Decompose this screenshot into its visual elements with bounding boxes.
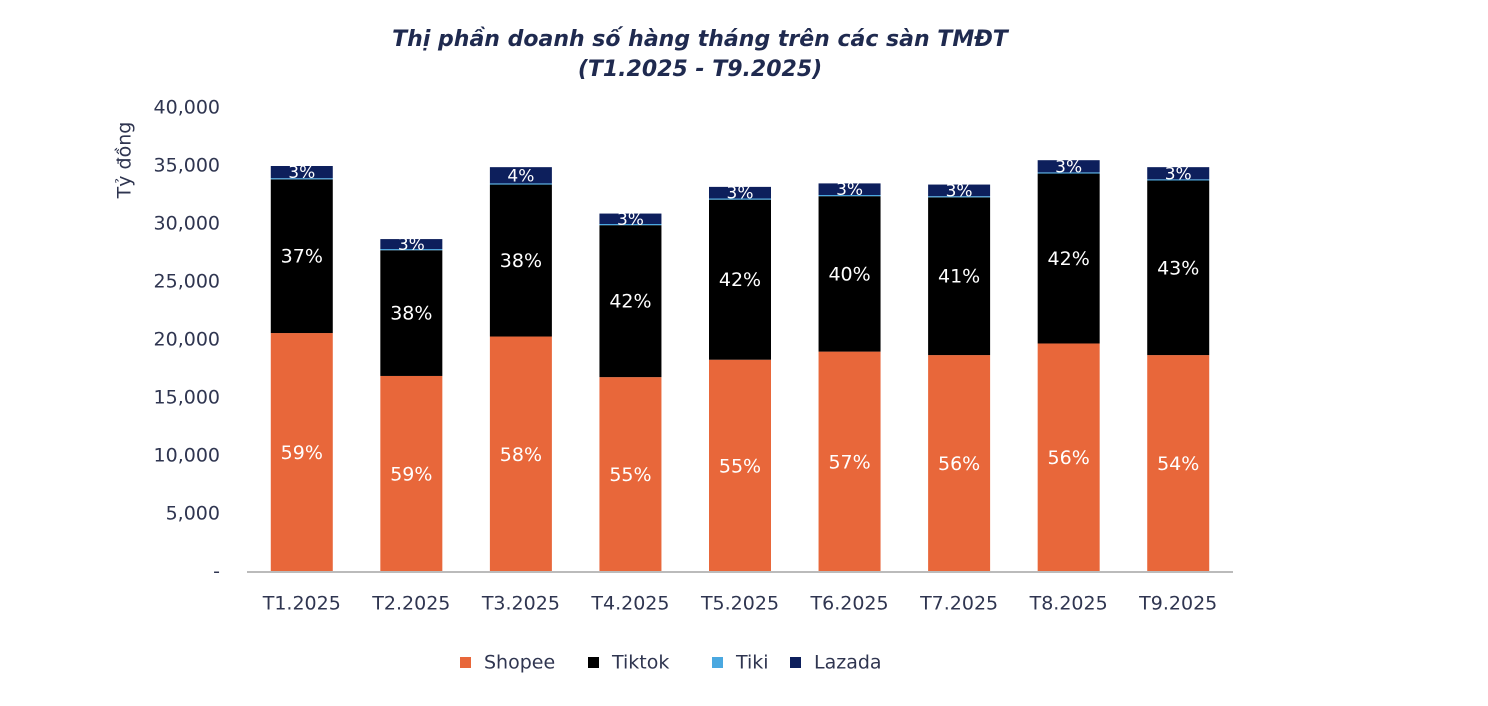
y-tick-label: 30,000 bbox=[154, 213, 220, 235]
data-label: 59% bbox=[390, 463, 432, 485]
data-label: 42% bbox=[609, 291, 651, 313]
x-tick-label: T7.2025 bbox=[919, 593, 998, 615]
data-label: 3% bbox=[727, 184, 754, 204]
bar-segment bbox=[928, 355, 991, 572]
x-tick-label: T8.2025 bbox=[1029, 593, 1108, 615]
legend-label: Shopee bbox=[484, 652, 555, 674]
data-label: 43% bbox=[1157, 257, 1199, 279]
data-label: 55% bbox=[609, 464, 651, 486]
bar-segment bbox=[270, 166, 333, 179]
y-axis-label: Tỷ đồng bbox=[114, 122, 136, 200]
chart-subtitle: (T1.2025 - T9.2025) bbox=[578, 57, 822, 82]
data-label: 3% bbox=[398, 235, 425, 255]
bar-segment bbox=[599, 377, 662, 572]
y-tick-label: 20,000 bbox=[154, 329, 220, 351]
bar-segment bbox=[928, 196, 991, 198]
bar-segment bbox=[1037, 173, 1100, 344]
bar-segment bbox=[270, 333, 333, 572]
bar-segment bbox=[270, 178, 333, 180]
data-label: 42% bbox=[719, 269, 761, 291]
bar-segment bbox=[489, 336, 552, 572]
data-label: 3% bbox=[1165, 164, 1192, 184]
bar-segment bbox=[928, 184, 991, 197]
legend-swatch bbox=[460, 657, 471, 668]
bar-segment bbox=[709, 186, 771, 199]
y-tick-label: - bbox=[213, 561, 220, 583]
legend-swatch bbox=[790, 657, 801, 668]
x-tick-label: T3.2025 bbox=[481, 593, 560, 615]
x-tick-label: T9.2025 bbox=[1138, 593, 1217, 615]
bar-segment bbox=[489, 184, 552, 337]
y-tick-label: 15,000 bbox=[154, 387, 220, 409]
data-label: 58% bbox=[500, 444, 542, 466]
bar-segment bbox=[489, 183, 552, 185]
data-label: 54% bbox=[1157, 453, 1199, 475]
bar-segment bbox=[1147, 179, 1210, 181]
y-tick-label: 25,000 bbox=[154, 271, 220, 293]
bar-segment bbox=[818, 195, 881, 197]
y-tick-label: 10,000 bbox=[154, 445, 220, 467]
legend-swatch bbox=[588, 657, 599, 668]
bar-segment bbox=[489, 167, 552, 184]
data-label: 40% bbox=[828, 263, 870, 285]
bar-segment bbox=[818, 196, 881, 352]
bar-segment bbox=[270, 179, 333, 334]
bar-segment bbox=[928, 197, 991, 356]
bar-segment bbox=[709, 198, 771, 200]
bar-segment bbox=[709, 199, 771, 360]
data-label: 56% bbox=[1048, 447, 1090, 469]
legend-label: Tiktok bbox=[611, 652, 669, 674]
data-label: 38% bbox=[390, 303, 432, 325]
data-label: 41% bbox=[938, 266, 980, 288]
y-tick-label: 40,000 bbox=[154, 97, 220, 119]
bar-segment bbox=[1037, 160, 1100, 173]
y-tick-label: 35,000 bbox=[154, 155, 220, 177]
data-label: 4% bbox=[507, 166, 534, 186]
bar-segment bbox=[1037, 343, 1100, 572]
data-label: 37% bbox=[281, 246, 323, 268]
x-tick-label: T2.2025 bbox=[371, 593, 450, 615]
bar-segment bbox=[1147, 180, 1210, 356]
x-tick-label: T5.2025 bbox=[700, 593, 779, 615]
data-label: 59% bbox=[281, 442, 323, 464]
legend-label: Lazada bbox=[814, 652, 882, 674]
data-label: 38% bbox=[500, 250, 542, 272]
data-label: 3% bbox=[1055, 157, 1082, 177]
bar-segment bbox=[818, 351, 881, 572]
data-label: 3% bbox=[946, 181, 973, 201]
data-label: 3% bbox=[617, 210, 644, 230]
y-tick-label: 5,000 bbox=[166, 503, 220, 525]
bar-segment bbox=[380, 249, 443, 251]
bar-segment bbox=[1147, 167, 1210, 180]
x-tick-label: T1.2025 bbox=[262, 593, 341, 615]
bar-segment bbox=[599, 225, 662, 378]
chart-title: Thị phần doanh số hàng tháng trên các sà… bbox=[392, 27, 1010, 52]
bar-segment bbox=[818, 183, 881, 195]
bar-segment bbox=[380, 239, 443, 250]
bar-segment bbox=[1037, 172, 1100, 174]
bar-segment bbox=[599, 224, 662, 226]
x-tick-label: T4.2025 bbox=[590, 593, 669, 615]
legend-label: Tiki bbox=[735, 652, 769, 674]
data-label: 3% bbox=[836, 180, 863, 200]
data-label: 55% bbox=[719, 455, 761, 477]
data-label: 57% bbox=[828, 451, 870, 473]
bar-segment bbox=[380, 375, 443, 572]
bar-segment bbox=[1147, 355, 1210, 572]
bar-segment bbox=[709, 359, 771, 572]
bar-segment bbox=[380, 250, 443, 376]
bar-segment bbox=[599, 213, 662, 224]
data-label: 56% bbox=[938, 453, 980, 475]
data-label: 3% bbox=[288, 163, 315, 183]
legend-swatch bbox=[712, 657, 723, 668]
data-label: 42% bbox=[1048, 248, 1090, 270]
x-tick-label: T6.2025 bbox=[810, 593, 889, 615]
